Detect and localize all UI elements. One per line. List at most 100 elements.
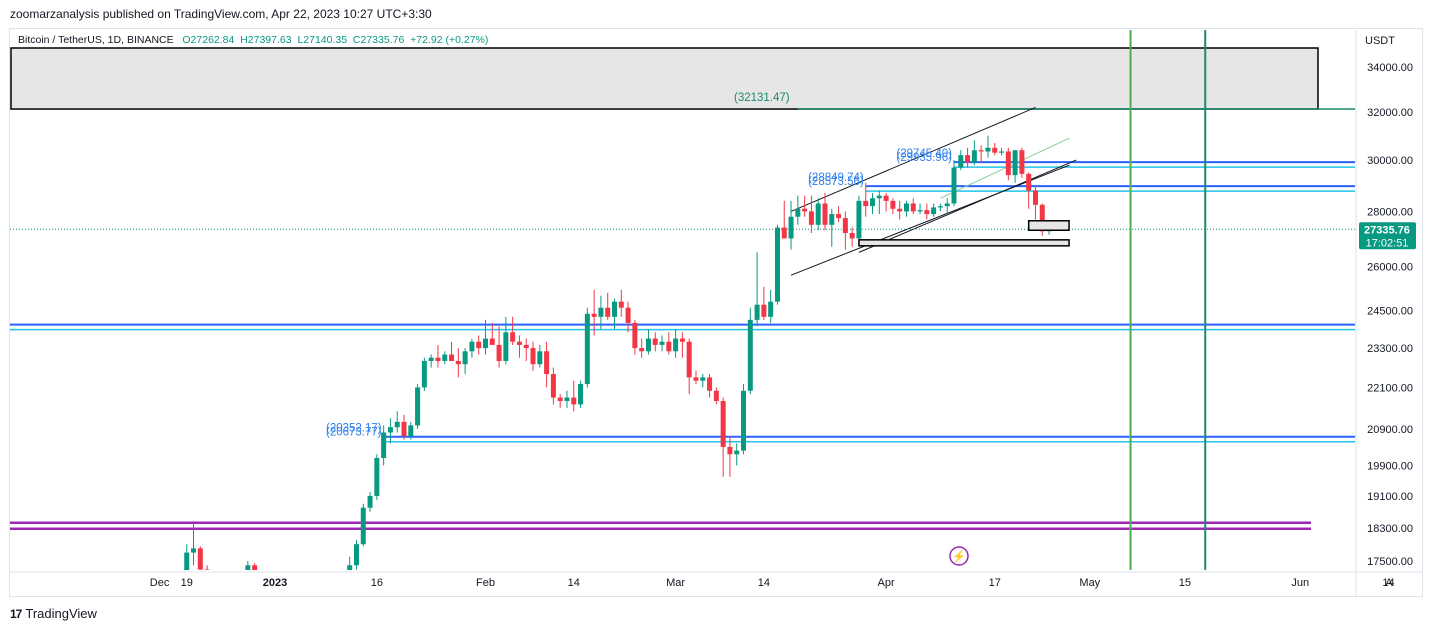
- candle-body: [374, 457, 380, 496]
- x-tick-label: May: [1079, 577, 1100, 589]
- candle-body: [503, 332, 509, 361]
- close-value: C27335.76: [352, 34, 405, 46]
- candle-body: [245, 565, 251, 570]
- y-tick-label: 24500.00: [1367, 306, 1413, 318]
- candle-body: [618, 301, 624, 308]
- candle-body: [1019, 150, 1025, 174]
- candle-body: [747, 319, 753, 391]
- x-tick-label: 14: [568, 577, 580, 589]
- candle-body: [693, 377, 699, 381]
- x-tick-label: Mar: [666, 577, 685, 589]
- axis-mode-toggle[interactable]: A: [1385, 577, 1393, 589]
- box-upper: [1027, 220, 1070, 231]
- channel-upper-line: [790, 106, 1036, 212]
- candle-body: [239, 591, 244, 595]
- y-tick-label: 19100.00: [1367, 491, 1413, 503]
- candle-body: [428, 357, 434, 361]
- candle-body: [530, 348, 536, 365]
- candle-body: [673, 338, 679, 352]
- candle-body: [795, 208, 801, 217]
- chart-frame[interactable]: [9, 28, 1423, 597]
- candle-body: [184, 552, 190, 570]
- candle-body: [591, 313, 597, 317]
- candle-body: [476, 341, 482, 349]
- candle-body: [469, 341, 475, 352]
- open-value: O27262.84: [182, 34, 235, 46]
- x-tick-label: Feb: [476, 577, 495, 589]
- candle-body: [496, 344, 502, 361]
- candle-body: [727, 446, 733, 455]
- candle-body: [666, 341, 672, 352]
- candle-body: [510, 332, 516, 342]
- candle-body: [999, 151, 1005, 153]
- candle-body: [897, 208, 903, 212]
- tradingview-logo-icon: 17: [10, 606, 22, 621]
- candle-body: [381, 432, 387, 458]
- candle-body: [720, 401, 726, 447]
- level-28850-label-2: (28573.56): [808, 176, 864, 188]
- candle-body: [788, 216, 794, 239]
- y-axis-currency: USDT: [1365, 35, 1395, 47]
- candle-body: [700, 377, 706, 381]
- candle-body: [632, 322, 638, 349]
- candle-body: [645, 338, 651, 352]
- candle-body: [455, 360, 461, 365]
- candle-body: [890, 200, 896, 209]
- candle-body: [232, 589, 237, 591]
- last-price-countdown: 17:02:51: [1366, 237, 1409, 249]
- candle-body: [557, 397, 563, 402]
- x-tick-label: 2023: [263, 577, 287, 589]
- candle-body: [849, 232, 855, 239]
- candle-body: [482, 338, 488, 349]
- level-20600-label: (20352.17): [326, 423, 382, 435]
- y-tick-label: 19900.00: [1367, 460, 1413, 472]
- y-tick-label: 30000.00: [1367, 155, 1413, 167]
- candle-body: [944, 203, 950, 207]
- candle-body: [387, 427, 393, 433]
- level-32131-label: (32131.47): [734, 92, 790, 104]
- lightning-icon: [949, 546, 969, 566]
- candle-body: [822, 203, 828, 225]
- y-tick-label: 26000.00: [1367, 262, 1413, 274]
- candle-body: [883, 195, 889, 201]
- candle-body: [550, 374, 556, 398]
- candle-body: [924, 210, 930, 215]
- x-tick-label: Jun: [1291, 577, 1309, 589]
- candle-body: [191, 548, 197, 553]
- symbol-label[interactable]: Bitcoin / TetherUS, 1D, BINANCE: [18, 34, 174, 46]
- candle-body: [870, 198, 876, 207]
- candle-body: [449, 354, 455, 361]
- y-tick-label: 32000.00: [1367, 107, 1413, 119]
- candle-body: [612, 301, 617, 317]
- candle-body: [353, 544, 359, 566]
- candle-body: [815, 203, 821, 225]
- candle-body: [761, 304, 767, 317]
- candle-body: [625, 307, 631, 323]
- candle-body: [707, 377, 713, 391]
- candle-body: [741, 390, 747, 451]
- candle-body: [204, 569, 210, 570]
- candle-body: [734, 450, 740, 455]
- last-price-label: 27335.76: [1364, 224, 1410, 236]
- candle-body: [415, 387, 421, 426]
- candle-body: [863, 200, 869, 207]
- high-value: H27397.63: [240, 34, 292, 46]
- candle-body: [564, 397, 570, 402]
- candle-body: [713, 390, 719, 402]
- candle-body: [978, 150, 984, 152]
- candle-body: [1032, 190, 1038, 205]
- tradingview-brand[interactable]: 17 TradingView: [10, 606, 97, 621]
- candle-body: [360, 507, 366, 545]
- y-tick-label: 34000.00: [1367, 62, 1413, 74]
- candle-body: [856, 200, 862, 239]
- supply-zone: [10, 47, 1319, 110]
- candle-body: [774, 227, 780, 302]
- level-29800-label: (29745.40): [896, 148, 952, 160]
- publisher-line: zoomarzanalysis published on TradingView…: [10, 7, 432, 21]
- level-20600-label-2: (20673.77): [326, 427, 382, 439]
- y-tick-label: 20900.00: [1367, 424, 1413, 436]
- candle-body: [442, 354, 448, 361]
- candle-body: [842, 218, 848, 233]
- candle-body: [605, 307, 611, 317]
